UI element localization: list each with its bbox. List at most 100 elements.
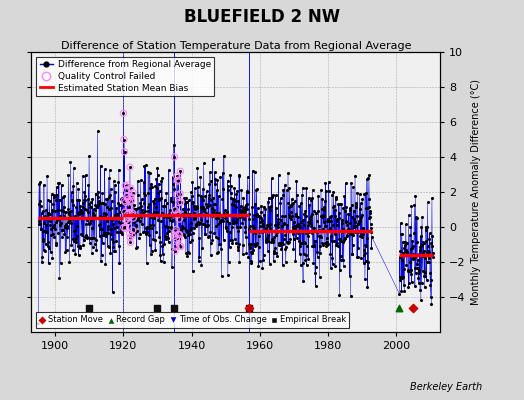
Point — [182, 227, 191, 233]
Point — [305, 202, 313, 208]
Point — [196, 204, 205, 210]
Point — [176, 232, 184, 238]
Point — [80, 234, 89, 240]
Point — [338, 216, 346, 223]
Point — [221, 215, 230, 221]
Point — [399, 250, 408, 256]
Point — [83, 234, 91, 240]
Point — [265, 194, 273, 201]
Point — [407, 246, 415, 252]
Point — [85, 153, 93, 160]
Point — [64, 206, 72, 212]
Point — [428, 233, 436, 239]
Point — [332, 196, 340, 202]
Point — [427, 240, 435, 247]
Point — [73, 243, 82, 250]
Point — [258, 229, 266, 235]
Point — [352, 223, 360, 229]
Point — [136, 230, 144, 237]
Point — [321, 223, 330, 229]
Point — [183, 210, 192, 217]
Point — [90, 214, 99, 220]
Point — [407, 267, 415, 274]
Point — [60, 213, 68, 219]
Point — [326, 213, 334, 220]
Point — [129, 215, 137, 221]
Point — [319, 242, 327, 248]
Point — [168, 180, 177, 187]
Point — [151, 204, 160, 210]
Point — [189, 268, 197, 274]
Point — [205, 232, 213, 239]
Point — [60, 193, 68, 200]
Point — [130, 230, 139, 237]
Point — [96, 226, 104, 232]
Point — [83, 217, 91, 223]
Point — [189, 230, 197, 236]
Point — [180, 225, 188, 231]
Point — [353, 253, 361, 260]
Point — [214, 221, 222, 228]
Point — [173, 178, 182, 184]
Point — [175, 235, 183, 242]
Point — [289, 224, 297, 230]
Point — [315, 233, 324, 239]
Point — [238, 213, 246, 219]
Point — [248, 216, 257, 222]
Point — [182, 198, 191, 205]
Point — [125, 214, 133, 221]
Point — [353, 190, 362, 196]
Point — [259, 221, 267, 228]
Point — [117, 196, 126, 202]
Point — [162, 234, 171, 240]
Point — [98, 190, 106, 197]
Point — [366, 210, 375, 216]
Point — [279, 192, 287, 198]
Point — [336, 236, 344, 242]
Point — [71, 214, 80, 220]
Point — [421, 254, 429, 261]
Point — [230, 195, 238, 202]
Point — [427, 277, 435, 283]
Point — [255, 229, 263, 235]
Point — [247, 259, 255, 266]
Point — [348, 251, 357, 258]
Point — [93, 203, 101, 210]
Point — [207, 178, 215, 184]
Point — [274, 224, 282, 230]
Point — [46, 218, 54, 224]
Point — [126, 164, 134, 170]
Point — [291, 258, 300, 265]
Point — [162, 213, 170, 219]
Point — [192, 223, 200, 229]
Point — [150, 195, 159, 202]
Point — [285, 238, 293, 245]
Point — [52, 242, 60, 249]
Point — [400, 244, 408, 251]
Point — [128, 210, 137, 216]
Point — [67, 242, 75, 248]
Point — [428, 195, 436, 202]
Point — [363, 284, 372, 290]
Point — [121, 209, 129, 215]
Point — [260, 203, 268, 210]
Point — [121, 148, 129, 155]
Point — [53, 217, 61, 223]
Point — [240, 216, 248, 222]
Point — [265, 223, 273, 229]
Point — [170, 154, 179, 160]
Point — [293, 192, 302, 198]
Point — [193, 221, 201, 228]
Point — [245, 211, 253, 217]
Point — [171, 207, 180, 213]
Point — [40, 248, 49, 254]
Point — [342, 219, 350, 225]
Point — [64, 172, 72, 178]
Point — [267, 203, 275, 210]
Point — [200, 160, 208, 166]
Point — [230, 185, 238, 192]
Point — [172, 236, 181, 242]
Point — [246, 244, 254, 250]
Legend: Station Move, Record Gap, Time of Obs. Change, Empirical Break: Station Move, Record Gap, Time of Obs. C… — [36, 312, 350, 328]
Point — [409, 251, 418, 257]
